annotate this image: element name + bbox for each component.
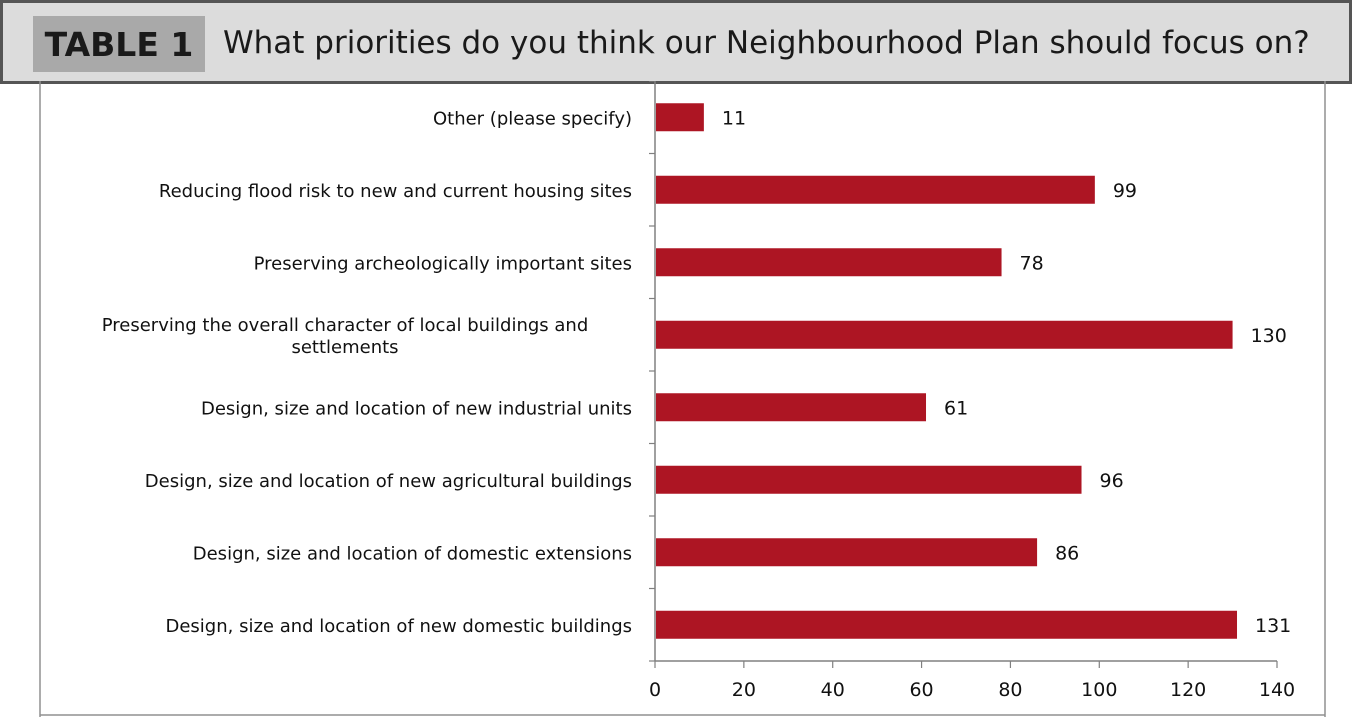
bar-value-label: 131 xyxy=(1255,615,1291,637)
bar-value-label: 96 xyxy=(1100,470,1124,492)
bar-value-label: 130 xyxy=(1251,325,1287,347)
category-label: Preserving the overall character of loca… xyxy=(102,315,589,358)
x-tick-label: 100 xyxy=(1081,679,1117,701)
chart-axes xyxy=(649,81,1278,668)
x-tick-label: 140 xyxy=(1259,679,1295,701)
category-label-line: Design, size and location of domestic ex… xyxy=(193,543,632,564)
category-label-line: Reducing flood risk to new and current h… xyxy=(159,181,632,202)
category-label: Design, size and location of new agricul… xyxy=(145,471,632,492)
chart-bars xyxy=(656,103,1238,639)
bar-value-label: 11 xyxy=(722,107,746,129)
category-label-line: Design, size and location of new domesti… xyxy=(165,616,632,637)
chart-header: TABLE 1 What priorities do you think our… xyxy=(0,0,1352,84)
table-number-badge: TABLE 1 xyxy=(33,16,205,72)
x-tick-label: 20 xyxy=(732,679,756,701)
bar-value-label: 99 xyxy=(1113,180,1137,202)
bar xyxy=(656,610,1238,639)
category-label: Reducing flood risk to new and current h… xyxy=(159,181,632,202)
chart-title: What priorities do you think our Neighbo… xyxy=(223,25,1310,61)
category-label: Design, size and location of new domesti… xyxy=(165,616,632,637)
x-tick-label: 0 xyxy=(649,679,661,701)
x-tick-label: 40 xyxy=(821,679,845,701)
category-label: Design, size and location of domestic ex… xyxy=(193,543,632,564)
chart-frame: 0 20 40 60 80 100 120 140 11 Other (please specif… xyxy=(0,81,1352,717)
bar xyxy=(656,538,1038,567)
chart-labels: 0 20 40 60 80 100 120 140 11 Other (please specif… xyxy=(102,107,1295,701)
category-label-line: settlements xyxy=(291,337,398,358)
category-label-line: Preserving the overall character of loca… xyxy=(102,315,589,336)
bar-value-label: 86 xyxy=(1055,542,1079,564)
category-label-line: Other (please specify) xyxy=(433,108,632,129)
bar xyxy=(656,103,704,132)
category-label: Preserving archeologically important sit… xyxy=(254,253,632,274)
bar xyxy=(656,465,1082,494)
x-tick-label: 60 xyxy=(909,679,933,701)
category-label: Design, size and location of new industr… xyxy=(201,398,632,419)
category-label-line: Design, size and location of new industr… xyxy=(201,398,632,419)
bar xyxy=(656,393,927,422)
bar xyxy=(656,320,1233,349)
x-tick-label: 80 xyxy=(998,679,1022,701)
category-label-line: Preserving archeologically important sit… xyxy=(254,253,632,274)
bar xyxy=(656,175,1095,204)
bar-value-label: 78 xyxy=(1020,252,1044,274)
category-label-line: Design, size and location of new agricul… xyxy=(145,471,632,492)
x-tick-label: 120 xyxy=(1170,679,1206,701)
category-label: Other (please specify) xyxy=(433,108,632,129)
bar xyxy=(656,248,1002,277)
bar-chart: 0 20 40 60 80 100 120 140 11 Other (please specif… xyxy=(39,81,1326,717)
bar-value-label: 61 xyxy=(944,397,968,419)
